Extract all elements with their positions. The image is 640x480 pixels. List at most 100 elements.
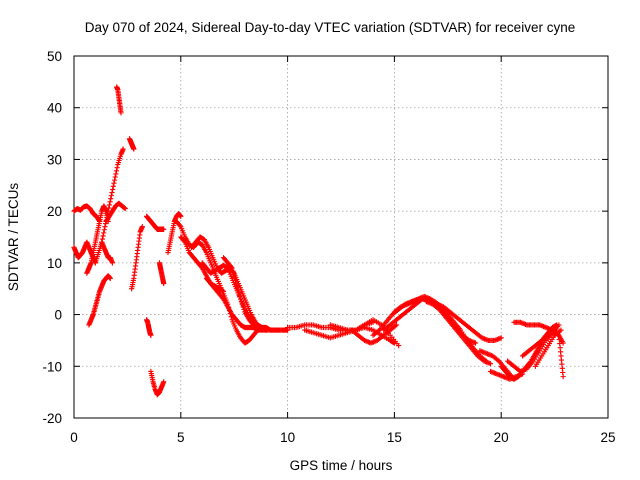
y-tick-label: -20	[42, 411, 62, 426]
data-point	[118, 110, 124, 116]
data-point	[161, 280, 167, 287]
data-point	[106, 202, 113, 208]
y-tick-label: 40	[47, 101, 62, 116]
series-track-i	[126, 136, 137, 152]
data-point	[238, 299, 245, 305]
series-track-r	[188, 234, 269, 333]
data-point	[110, 183, 116, 189]
data-point	[232, 277, 239, 284]
x-tick-label: 15	[387, 430, 402, 445]
data-point	[108, 193, 114, 199]
data-points	[71, 84, 566, 398]
data-point	[240, 304, 246, 310]
data-point	[232, 274, 238, 280]
data-point	[237, 293, 243, 299]
series-track-e	[92, 146, 126, 266]
y-tick-label: 10	[47, 256, 62, 271]
data-point	[177, 223, 183, 229]
series-track-o	[165, 211, 184, 256]
data-point	[111, 180, 117, 186]
data-point	[556, 322, 562, 328]
data-point	[560, 374, 566, 380]
data-point	[181, 238, 187, 244]
data-point	[234, 284, 240, 290]
data-point	[235, 287, 241, 293]
x-tick-label: 5	[177, 430, 185, 445]
x-tick-label: 20	[494, 430, 509, 445]
data-point	[120, 146, 126, 152]
data-point	[220, 288, 227, 294]
data-point	[131, 146, 137, 152]
data-point	[113, 168, 120, 174]
series-track-u	[203, 275, 227, 294]
data-point	[110, 186, 116, 193]
plot-frame	[73, 55, 609, 419]
data-point	[239, 301, 245, 307]
data-point	[178, 213, 184, 219]
data-point	[102, 224, 108, 230]
y-axis-label: SDTVAR / TECUs	[6, 183, 21, 292]
data-point	[161, 226, 167, 232]
data-point	[111, 177, 118, 183]
data-point	[101, 227, 107, 233]
series-track-y	[349, 322, 400, 346]
data-point	[393, 322, 400, 328]
series-track-n	[156, 260, 167, 287]
data-point	[231, 271, 237, 277]
series-track-j	[129, 224, 145, 292]
data-point	[558, 327, 564, 333]
axis-ticks: 0 5 10 15 20 25 -20 -10 0 10 20 30 40 50	[42, 49, 615, 445]
series-track-d	[86, 273, 113, 328]
data-point	[122, 205, 128, 212]
data-point	[228, 264, 234, 270]
data-point	[238, 296, 244, 302]
data-point	[472, 340, 479, 346]
chart-title: Day 070 of 2024, Sidereal Day-to-day VTE…	[85, 20, 575, 35]
data-point	[108, 196, 114, 202]
series-track-aj	[519, 327, 566, 380]
y-tick-label: 50	[47, 49, 62, 64]
data-point	[230, 268, 236, 274]
series-track-m	[148, 368, 167, 398]
x-tick-label: 0	[70, 430, 78, 445]
data-point	[100, 233, 106, 239]
grid-lines	[74, 56, 608, 418]
data-point	[112, 174, 118, 180]
data-point	[106, 205, 112, 211]
data-point	[107, 199, 113, 205]
series-track-ak	[532, 327, 564, 369]
data-point	[114, 165, 120, 171]
data-point	[233, 280, 239, 287]
series-track-ab	[391, 296, 430, 315]
data-point	[161, 379, 167, 385]
data-point	[113, 171, 119, 177]
x-tick-label: 10	[280, 430, 295, 445]
data-point	[396, 343, 402, 349]
data-point	[241, 306, 247, 312]
data-point	[229, 265, 235, 271]
series-track-l	[144, 317, 154, 338]
data-point	[487, 361, 494, 367]
series-track-t	[220, 255, 261, 331]
data-point	[107, 275, 113, 281]
series-track-g	[103, 200, 128, 225]
x-tick-label: 25	[600, 430, 615, 445]
y-tick-label: 30	[47, 152, 62, 167]
data-point	[139, 224, 145, 230]
x-axis-label: GPS time / hours	[290, 458, 393, 473]
data-point	[255, 324, 261, 331]
series-track-k	[144, 213, 167, 232]
data-point	[148, 332, 154, 338]
series-track-h	[114, 84, 124, 116]
data-point	[109, 260, 116, 266]
y-tick-label: 0	[54, 308, 62, 323]
data-point	[101, 230, 107, 236]
data-point	[236, 290, 242, 296]
series-track-ad	[434, 301, 504, 344]
data-point	[109, 189, 115, 196]
series-track-f	[99, 239, 116, 266]
y-tick-label: 20	[47, 204, 62, 219]
y-tick-label: -10	[42, 359, 62, 374]
data-point	[498, 335, 504, 341]
